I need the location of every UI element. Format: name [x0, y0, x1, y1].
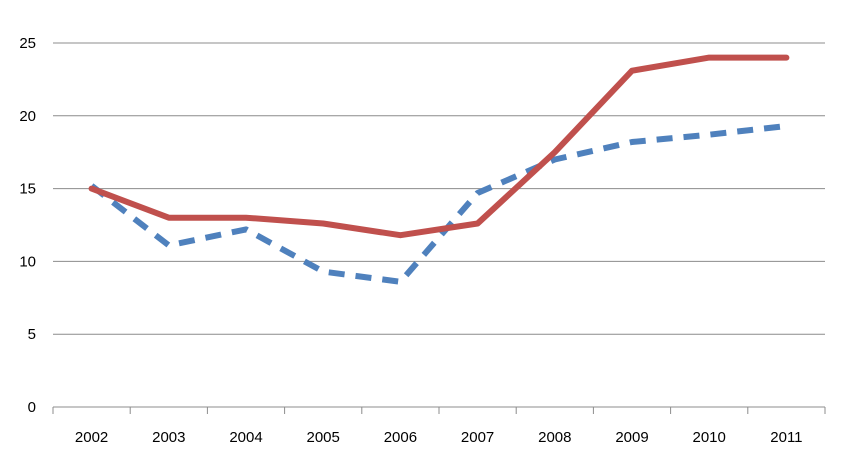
- data-point-solid: [783, 55, 789, 61]
- data-point-solid: [166, 215, 172, 221]
- data-point-solid: [475, 221, 481, 227]
- x-tick-label: 2004: [229, 429, 262, 446]
- data-point-solid: [629, 68, 635, 74]
- data-point-dashed: [783, 123, 789, 129]
- data-point-dashed: [397, 279, 403, 285]
- x-tick-label: 2010: [693, 429, 726, 446]
- data-point-solid: [320, 221, 326, 227]
- data-point-solid: [706, 55, 712, 61]
- data-point-dashed: [166, 242, 172, 248]
- series-line-solid: [88, 54, 790, 239]
- data-point-dashed: [475, 190, 481, 196]
- data-point-dashed: [629, 139, 635, 145]
- y-tick-label: 5: [28, 326, 36, 343]
- x-tick-label: 2011: [770, 429, 802, 446]
- x-tick-label: 2006: [384, 429, 417, 446]
- series-lines: [88, 54, 790, 285]
- x-tick-label: 2008: [538, 429, 571, 446]
- x-tick-label: 2007: [461, 429, 494, 446]
- x-axis-tick-labels: 2002 2003 2004 2005 2006 2007 2008 2009 2010 2011: [75, 429, 803, 446]
- x-tick-label: 2005: [307, 429, 340, 446]
- x-tick-label: 2002: [75, 429, 108, 446]
- data-point-solid: [397, 232, 403, 238]
- data-point-solid: [89, 186, 95, 192]
- data-point-dashed: [243, 226, 249, 232]
- y-tick-label: 15: [19, 181, 36, 198]
- data-point-dashed: [320, 269, 326, 275]
- series-line-dashed: [89, 123, 787, 285]
- y-tick-label: 0: [28, 399, 36, 416]
- data-point-dashed: [706, 132, 712, 138]
- y-tick-label: 20: [19, 108, 36, 125]
- y-tick-label: 25: [19, 35, 36, 52]
- x-axis: [52, 406, 826, 414]
- y-axis-tick-labels: 0 5 10 15 20 25: [19, 35, 36, 416]
- x-tick-label: 2009: [615, 429, 648, 446]
- x-tick-label: 2003: [152, 429, 185, 446]
- data-point-solid: [552, 149, 558, 155]
- y-tick-label: 10: [19, 253, 36, 270]
- gridlines: [53, 42, 825, 335]
- data-point-solid: [243, 215, 249, 221]
